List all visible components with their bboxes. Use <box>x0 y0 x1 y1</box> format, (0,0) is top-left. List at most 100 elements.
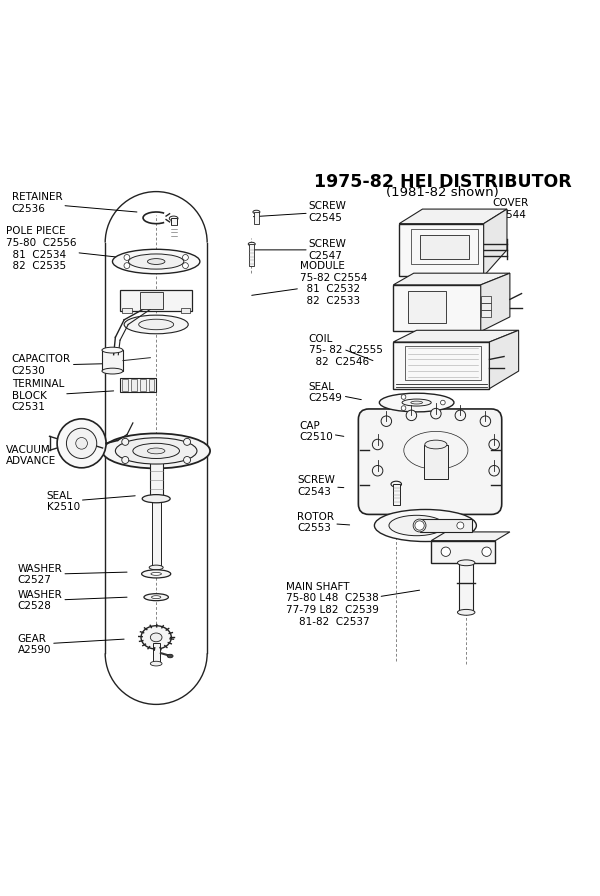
Polygon shape <box>399 209 507 224</box>
Text: 1975-82 HEI DISTRIBUTOR: 1975-82 HEI DISTRIBUTOR <box>314 173 572 191</box>
Polygon shape <box>481 273 510 332</box>
Text: COIL
75- 82  C2555
  82  C2546: COIL 75- 82 C2555 82 C2546 <box>309 333 383 366</box>
Ellipse shape <box>102 347 123 353</box>
Ellipse shape <box>149 495 163 500</box>
Bar <box>120 290 192 311</box>
Circle shape <box>76 437 88 449</box>
Circle shape <box>415 521 424 530</box>
Text: MAIN SHAFT
75-80 L48  C2538
77-79 L82  C2539
    81-82  C2537: MAIN SHAFT 75-80 L48 C2538 77-79 L82 C25… <box>286 582 419 626</box>
Ellipse shape <box>115 438 197 464</box>
Ellipse shape <box>167 654 173 658</box>
Text: SCREW
C2545: SCREW C2545 <box>253 202 347 223</box>
Text: CAPACITOR
C2530: CAPACITOR C2530 <box>11 355 113 376</box>
Text: ROTOR
C2553: ROTOR C2553 <box>297 512 350 533</box>
Circle shape <box>67 428 97 459</box>
Bar <box>122 379 128 391</box>
Ellipse shape <box>112 249 200 274</box>
Ellipse shape <box>142 495 170 503</box>
Bar <box>408 290 446 323</box>
Circle shape <box>457 522 464 529</box>
Bar <box>120 378 156 392</box>
Text: SEAL
C2549: SEAL C2549 <box>309 382 361 403</box>
Text: TERMINAL
BLOCK
C2531: TERMINAL BLOCK C2531 <box>11 379 113 412</box>
Ellipse shape <box>411 401 422 404</box>
Bar <box>250 244 254 266</box>
Ellipse shape <box>379 393 454 412</box>
Bar <box>140 379 146 391</box>
Polygon shape <box>394 273 510 285</box>
Ellipse shape <box>128 254 184 269</box>
Ellipse shape <box>144 594 169 600</box>
Text: MODULE
75-82 C2554
  81  C2532
  82  C2533: MODULE 75-82 C2554 81 C2532 82 C2533 <box>252 262 367 306</box>
Text: WASHER
C2528: WASHER C2528 <box>17 590 127 611</box>
Ellipse shape <box>133 444 179 459</box>
Text: SEAL
K2510: SEAL K2510 <box>47 491 135 513</box>
Polygon shape <box>431 532 510 540</box>
Circle shape <box>373 466 383 476</box>
Circle shape <box>184 438 191 445</box>
Ellipse shape <box>149 565 163 570</box>
Circle shape <box>406 410 416 420</box>
Text: (1981-82 shown): (1981-82 shown) <box>386 185 499 199</box>
Ellipse shape <box>457 560 475 565</box>
Text: VACUUM
ADVANCE: VACUUM ADVANCE <box>6 442 63 467</box>
Ellipse shape <box>151 633 162 642</box>
Polygon shape <box>490 331 518 389</box>
Circle shape <box>122 438 129 445</box>
Polygon shape <box>484 209 507 276</box>
Bar <box>481 304 491 311</box>
Bar <box>424 444 448 479</box>
Circle shape <box>489 439 499 450</box>
Circle shape <box>182 254 188 261</box>
Bar <box>102 350 123 371</box>
Bar <box>393 484 400 504</box>
Bar <box>181 307 190 314</box>
Circle shape <box>482 547 491 556</box>
Bar <box>149 379 154 391</box>
Ellipse shape <box>169 216 178 220</box>
Bar <box>419 236 469 259</box>
Text: COVER
C2544: COVER C2544 <box>463 198 529 232</box>
Text: GEAR
A2590: GEAR A2590 <box>17 633 124 655</box>
Circle shape <box>431 409 441 418</box>
Bar <box>152 497 161 567</box>
Circle shape <box>441 547 451 556</box>
Circle shape <box>381 416 392 426</box>
FancyBboxPatch shape <box>358 409 502 514</box>
Circle shape <box>489 466 499 476</box>
Circle shape <box>440 401 445 405</box>
Bar <box>399 224 484 276</box>
Ellipse shape <box>425 440 447 449</box>
Circle shape <box>401 394 406 400</box>
Text: SCREW
C2543: SCREW C2543 <box>297 475 344 496</box>
Ellipse shape <box>457 609 475 616</box>
Ellipse shape <box>142 570 171 578</box>
Bar <box>254 212 259 224</box>
Ellipse shape <box>151 573 161 575</box>
Ellipse shape <box>102 368 123 374</box>
Ellipse shape <box>102 434 210 469</box>
Ellipse shape <box>124 315 188 334</box>
Bar <box>394 342 490 389</box>
Circle shape <box>124 254 130 261</box>
Circle shape <box>480 416 491 426</box>
Text: RETAINER
C2536: RETAINER C2536 <box>11 193 137 214</box>
Ellipse shape <box>253 211 260 214</box>
Ellipse shape <box>413 519 426 532</box>
Text: WASHER
C2527: WASHER C2527 <box>17 564 127 585</box>
Ellipse shape <box>151 661 162 666</box>
Bar <box>481 311 491 317</box>
Circle shape <box>184 456 191 463</box>
Bar <box>152 643 160 664</box>
Bar <box>150 451 163 497</box>
Ellipse shape <box>374 510 476 541</box>
Bar <box>394 285 481 332</box>
Text: SCREW
C2547: SCREW C2547 <box>253 239 347 261</box>
Ellipse shape <box>152 596 161 599</box>
Ellipse shape <box>148 448 165 454</box>
Circle shape <box>182 263 188 269</box>
Ellipse shape <box>141 625 172 649</box>
Circle shape <box>57 418 106 468</box>
Circle shape <box>373 439 383 450</box>
Bar <box>171 219 176 226</box>
